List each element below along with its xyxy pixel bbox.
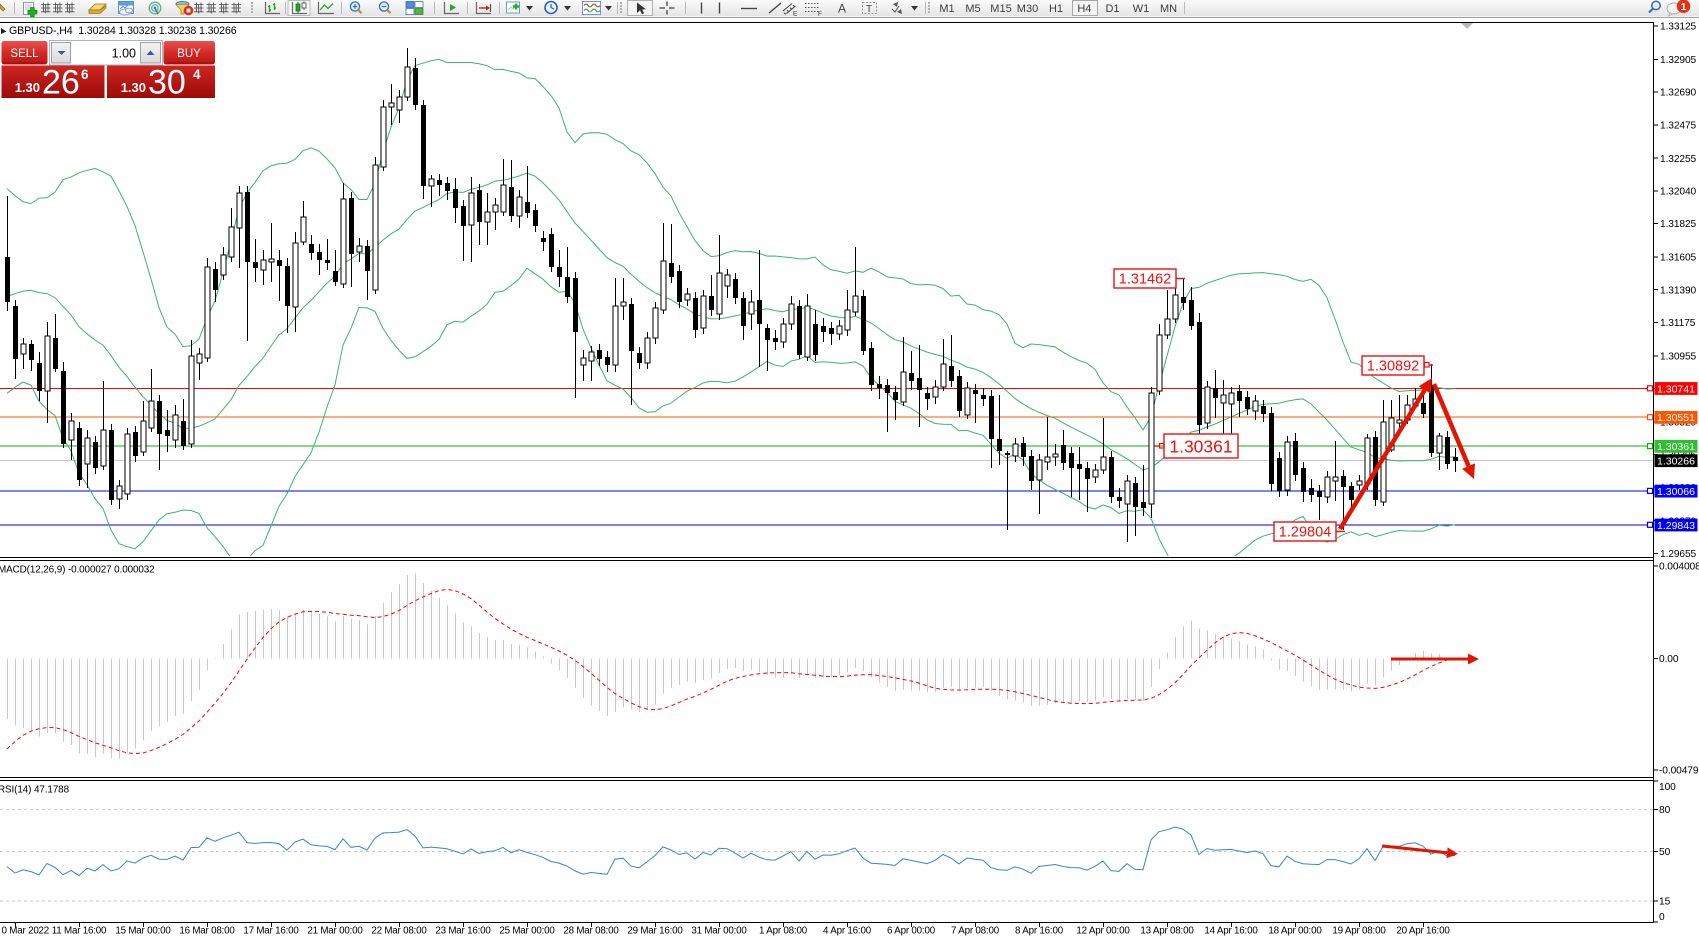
svg-text:26: 26 — [42, 64, 80, 102]
svg-text:50: 50 — [1659, 847, 1671, 858]
svg-text:22 Mar 08:00: 22 Mar 08:00 — [371, 926, 427, 936]
svg-text:A: A — [838, 2, 846, 16]
svg-text:28 Mar 08:00: 28 Mar 08:00 — [563, 926, 619, 936]
svg-text:19 Apr 08:00: 19 Apr 08:00 — [1332, 926, 1386, 936]
svg-text:M15: M15 — [990, 3, 1011, 15]
svg-text:H1: H1 — [1049, 3, 1063, 15]
svg-text:1.32690: 1.32690 — [1660, 88, 1697, 99]
svg-text:16 Mar 08:00: 16 Mar 08:00 — [179, 926, 235, 936]
svg-text:17 Mar 16:00: 17 Mar 16:00 — [243, 926, 299, 936]
svg-text:13 Apr 08:00: 13 Apr 08:00 — [1140, 926, 1194, 936]
svg-text:1.29804: 1.29804 — [1279, 525, 1331, 541]
svg-text:1.31390: 1.31390 — [1660, 285, 1697, 296]
svg-text:1.29843: 1.29843 — [1657, 520, 1695, 532]
svg-text:30: 30 — [148, 64, 186, 102]
svg-text:1.30955: 1.30955 — [1660, 351, 1697, 362]
svg-text:1.31175: 1.31175 — [1660, 318, 1696, 329]
svg-text:4: 4 — [193, 67, 201, 82]
svg-text:20 Apr 16:00: 20 Apr 16:00 — [1396, 926, 1450, 936]
svg-text:31 Mar 00:00: 31 Mar 00:00 — [691, 926, 747, 936]
svg-text:1.32475: 1.32475 — [1660, 120, 1697, 131]
svg-text:1.32905: 1.32905 — [1660, 55, 1697, 66]
svg-text:23 Mar 16:00: 23 Mar 16:00 — [435, 926, 491, 936]
svg-text:0.00: 0.00 — [1659, 654, 1679, 665]
svg-text:15: 15 — [1659, 896, 1671, 907]
svg-text:15 Mar 00:00: 15 Mar 00:00 — [115, 926, 171, 936]
svg-text:SELL: SELL — [10, 48, 39, 60]
svg-text:29 Mar 16:00: 29 Mar 16:00 — [627, 926, 683, 936]
svg-text:6: 6 — [81, 67, 89, 82]
svg-text:18 Apr 00:00: 18 Apr 00:00 — [1268, 926, 1322, 936]
svg-text:1.31825: 1.31825 — [1660, 219, 1697, 230]
svg-text:14 Apr 16:00: 14 Apr 16:00 — [1204, 926, 1258, 936]
svg-text:MN: MN — [1160, 3, 1177, 15]
svg-text:0: 0 — [1659, 912, 1665, 923]
svg-text:25 Mar 00:00: 25 Mar 00:00 — [499, 926, 555, 936]
svg-text:BUY: BUY — [177, 48, 201, 60]
svg-text:12 Apr 00:00: 12 Apr 00:00 — [1076, 926, 1130, 936]
svg-text:21 Mar 00:00: 21 Mar 00:00 — [307, 926, 363, 936]
svg-text:1.30361: 1.30361 — [1169, 436, 1232, 456]
svg-text:1: 1 — [1681, 1, 1687, 13]
svg-text:8 Apr 16:00: 8 Apr 16:00 — [1015, 926, 1064, 936]
svg-text:1.30892: 1.30892 — [1367, 359, 1419, 375]
svg-text:1.32255: 1.32255 — [1660, 154, 1697, 165]
svg-text:0.004008: 0.004008 — [1659, 562, 1699, 573]
svg-text:M5: M5 — [965, 3, 980, 15]
svg-text:1.29655: 1.29655 — [1660, 549, 1697, 560]
svg-text:-0.00479: -0.00479 — [1659, 766, 1699, 777]
svg-text:1.30361: 1.30361 — [1657, 441, 1695, 453]
svg-text:M30: M30 — [1017, 3, 1038, 15]
svg-text:GBPUSD-,H4 1.30284 1.30328 1.: GBPUSD-,H4 1.30284 1.30328 1.30238 1.302… — [9, 25, 237, 37]
svg-text:RSI(14) 47.1788: RSI(14) 47.1788 — [0, 785, 70, 796]
svg-text:F: F — [818, 11, 822, 18]
svg-text:1.33125: 1.33125 — [1660, 22, 1697, 33]
svg-text:7 Apr 08:00: 7 Apr 08:00 — [951, 926, 1000, 936]
svg-text:D1: D1 — [1105, 3, 1119, 15]
svg-text:E: E — [793, 11, 798, 18]
svg-text:1.32040: 1.32040 — [1660, 187, 1697, 198]
svg-text:100: 100 — [1659, 782, 1676, 793]
svg-text:11 Mar 16:00: 11 Mar 16:00 — [52, 926, 107, 936]
svg-text:1.30551: 1.30551 — [1657, 412, 1695, 424]
svg-text:MACD(12,26,9) -0.000027 0.0000: MACD(12,26,9) -0.000027 0.000032 — [0, 565, 155, 576]
svg-text:H4: H4 — [1077, 3, 1091, 15]
svg-text:1.30741: 1.30741 — [1657, 383, 1695, 395]
svg-text:1.00: 1.00 — [112, 47, 136, 61]
svg-text:1.31605: 1.31605 — [1660, 253, 1697, 264]
svg-text:4 Apr 16:00: 4 Apr 16:00 — [823, 926, 872, 936]
svg-text:0 Mar 2022: 0 Mar 2022 — [2, 926, 50, 936]
svg-text:1.30066: 1.30066 — [1657, 486, 1695, 498]
svg-text:1.30: 1.30 — [15, 80, 40, 95]
svg-text:W1: W1 — [1133, 3, 1150, 15]
svg-text:1 Apr 08:00: 1 Apr 08:00 — [759, 926, 808, 936]
svg-text:6 Apr 00:00: 6 Apr 00:00 — [887, 926, 936, 936]
svg-text:1.31462: 1.31462 — [1119, 272, 1171, 288]
svg-text:M1: M1 — [939, 3, 954, 15]
svg-text:1.30: 1.30 — [121, 80, 146, 95]
svg-text:T: T — [866, 4, 872, 15]
svg-text:1.30266: 1.30266 — [1657, 456, 1695, 468]
svg-text:80: 80 — [1659, 805, 1671, 816]
